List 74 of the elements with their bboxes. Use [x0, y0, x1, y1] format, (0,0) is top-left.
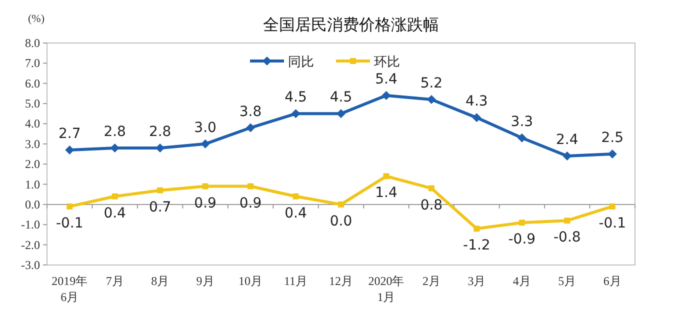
data-label: 0.9	[239, 195, 262, 212]
point	[338, 201, 344, 208]
point	[66, 203, 73, 210]
point	[383, 173, 390, 180]
x-tick-label: 9月	[196, 274, 214, 288]
y-tick-label: 7.0	[25, 56, 40, 70]
x-tick-label: 3月	[468, 274, 486, 288]
y-tick-label: 2.0	[25, 157, 40, 172]
data-label: 5.2	[420, 76, 443, 92]
x-tick-label: 6月	[603, 274, 622, 288]
y-tick-label: 0.0	[25, 197, 40, 212]
data-label: 1.4	[375, 185, 398, 202]
data-label: 4.3	[466, 94, 488, 110]
data-label: 0.7	[148, 199, 172, 216]
x-tick-label: 7月	[106, 274, 124, 288]
data-label: 3.8	[239, 104, 262, 120]
point	[112, 193, 118, 200]
data-label: 2.8	[104, 124, 126, 140]
point	[472, 113, 482, 122]
data-label: 0.9	[194, 195, 216, 212]
y-tick-label: -2.0	[21, 238, 40, 252]
point	[609, 203, 616, 210]
y-tick-label: 6.0	[25, 76, 40, 90]
y-tick-label: 8.0	[25, 36, 40, 50]
data-label: 4.5	[284, 90, 307, 106]
data-label: 3.0	[194, 120, 216, 136]
x-tick-label: 11月	[284, 274, 308, 288]
y-tick-label: 3.0	[25, 136, 40, 151]
point	[428, 185, 434, 192]
point	[246, 123, 256, 132]
legend-label: 环比	[374, 55, 400, 70]
data-label: -0.1	[56, 215, 84, 232]
data-label: -0.9	[508, 232, 536, 248]
y-tick-label: -1.0	[21, 218, 40, 232]
chart-title: 全国居民消费价格涨跌幅	[263, 15, 439, 34]
point	[518, 220, 525, 226]
x-tick-label: 2020年 1月	[368, 274, 404, 304]
point	[336, 109, 346, 118]
data-label: 2.5	[601, 130, 624, 146]
data-label: -1.2	[463, 238, 490, 254]
point	[474, 226, 480, 232]
x-tick-label: 2019年 6月	[52, 274, 88, 304]
y-axis-title: (%)	[28, 13, 45, 25]
point	[292, 193, 299, 200]
data-label: 2.7	[58, 126, 81, 142]
data-label: 2.8	[148, 124, 172, 140]
y-tick-label: 4.0	[25, 116, 40, 131]
x-tick-label: 10月	[238, 274, 263, 288]
point	[382, 90, 391, 100]
x-tick-label: 4月	[512, 274, 531, 288]
x-tick-label: 12月	[329, 274, 353, 288]
y-tick-label: 5.0	[25, 96, 40, 111]
data-label: 0.0	[330, 213, 352, 230]
y-tick-label: -3.0	[21, 258, 40, 272]
x-tick-label: 8月	[151, 274, 170, 288]
data-label: 2.4	[556, 132, 578, 148]
x-tick-label: 5月	[558, 274, 576, 288]
data-label: 0.8	[420, 197, 443, 214]
point	[200, 139, 210, 148]
data-label: 4.5	[330, 90, 352, 106]
point	[202, 183, 208, 190]
y-tick-label: 1.0	[25, 177, 40, 192]
data-label: 0.4	[104, 205, 126, 222]
data-label: 3.3	[510, 114, 534, 130]
data-label: -0.1	[598, 215, 626, 232]
legend-label: 同比	[288, 55, 314, 70]
data-label: 0.4	[284, 205, 307, 222]
data-label: 5.4	[375, 71, 398, 88]
point	[517, 133, 526, 142]
point	[157, 187, 164, 194]
point	[564, 218, 570, 224]
x-tick-label: 2月	[422, 274, 440, 288]
point	[248, 183, 254, 190]
data-label: -0.8	[553, 230, 581, 246]
